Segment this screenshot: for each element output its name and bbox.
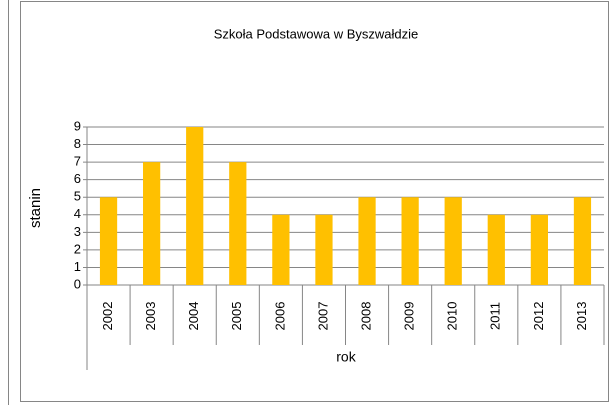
x-tick-label: 2002 [100,302,115,331]
bar [358,197,376,285]
bar [186,127,204,285]
x-tick-label: 2008 [358,302,373,331]
x-tick-label: 2010 [445,302,460,331]
bar [444,197,462,285]
bar [487,214,505,285]
x-tick-label: 2013 [574,302,589,331]
bar [530,214,548,285]
x-tick-label: 2005 [229,302,244,331]
bar [401,197,419,285]
x-tick-label: 2012 [531,302,546,331]
bar [573,197,592,285]
x-tick-label: 2006 [272,302,287,331]
bar [272,214,290,285]
y-tick-label: 9 [74,118,81,133]
y-tick-label: 3 [74,224,81,239]
bar [315,214,333,285]
y-tick-label: 6 [74,171,81,186]
y-axis-label: stanin [27,188,44,228]
x-tick-label: 2009 [402,302,417,331]
chart-border [20,1,609,402]
x-axis-label: rok [336,349,356,365]
y-tick-label: 0 [74,276,81,291]
x-tick-label: 2004 [186,302,201,331]
y-tick-label: 7 [74,154,81,169]
x-tick-label: 2011 [488,302,503,330]
x-tick-label: 2007 [315,302,330,331]
y-tick-label: 5 [74,189,81,204]
bar [229,162,247,285]
y-tick-label: 2 [74,241,81,256]
y-tick-label: 1 [74,259,81,274]
chart-title: Szkoła Podstawowa w Byszwałdzie [214,26,418,41]
y-tick-label: 4 [74,206,81,221]
bar [143,162,161,285]
y-tick-label: 8 [74,136,81,151]
bar [99,197,118,285]
x-tick-label: 2003 [143,302,158,331]
